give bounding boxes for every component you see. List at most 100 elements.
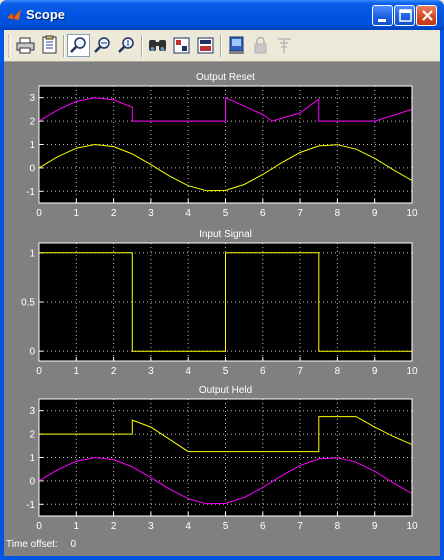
y-tick-label: 1 [29, 140, 35, 151]
x-tick-label: 7 [297, 366, 303, 377]
autoscale-button[interactable] [146, 34, 169, 57]
x-tick-label: 8 [335, 521, 341, 532]
y-tick-label: 0 [29, 476, 35, 487]
x-tick-label: 10 [406, 521, 418, 532]
y-tick-label: 3 [29, 406, 35, 417]
x-tick-label: 8 [335, 208, 341, 219]
x-tick-label: 7 [297, 521, 303, 532]
x-tick-label: 1 [74, 208, 80, 219]
save-axes-icon [173, 37, 190, 54]
x-tick-label: 3 [148, 366, 154, 377]
x-tick-label: 4 [185, 521, 191, 532]
plot-title: Input Signal [199, 229, 252, 240]
x-tick-label: 9 [372, 521, 378, 532]
x-tick-label: 2 [111, 521, 117, 532]
series-line-1 [39, 416, 413, 453]
y-tick-label: 3 [29, 93, 35, 104]
plot-title: Output Held [199, 385, 252, 396]
lock-axes-button[interactable] [249, 34, 272, 57]
title-bar[interactable]: Scope [0, 0, 444, 30]
window-title: Scope [26, 7, 66, 22]
x-tick-label: 1 [74, 521, 80, 532]
series-line-2 [38, 456, 413, 505]
toolbar-grip[interactable] [8, 35, 11, 57]
y-tick-label: -1 [26, 500, 35, 511]
time-offset-label: Time offset: [6, 539, 58, 550]
plot-frame [38, 398, 413, 517]
lock-icon [254, 36, 267, 54]
x-tick-label: 7 [297, 208, 303, 219]
x-tick-label: 1 [74, 366, 80, 377]
series-line-1 [38, 96, 413, 122]
x-tick-label: 10 [406, 366, 418, 377]
x-tick-label: 0 [36, 208, 42, 219]
x-tick-label: 5 [223, 208, 229, 219]
time-offset-value: 0 [70, 539, 77, 550]
y-tick-label: 0 [29, 347, 35, 358]
x-tick-label: 5 [223, 521, 229, 532]
binoculars-icon [149, 40, 166, 51]
y-tick-label: 0.5 [21, 298, 35, 309]
x-tick-label: 4 [185, 366, 191, 377]
zoom-y-button[interactable] [115, 34, 138, 57]
scope-client-area: Output Reset 0 1 2 3 4 5 6 7 8 9 10 -1 0 1 2 3 Input Sign… [4, 30, 440, 556]
y-tick-label: -1 [26, 187, 35, 198]
series-line-1 [39, 252, 412, 352]
x-tick-label: 3 [148, 208, 154, 219]
x-tick-label: 0 [36, 366, 42, 377]
toolbar-separator [63, 35, 65, 57]
magnifier-icon [70, 37, 86, 53]
parameters-button[interactable] [38, 34, 61, 57]
status-bar: Time offset: 0 [6, 539, 76, 550]
x-tick-label: 8 [335, 366, 341, 377]
y-tick-label: 0 [29, 163, 35, 174]
minimize-button[interactable] [372, 5, 393, 26]
zoom-x-icon [94, 37, 110, 53]
x-tick-label: 6 [260, 366, 266, 377]
signal-selection-icon [278, 38, 291, 53]
plot-frame [38, 85, 413, 204]
minimize-icon [378, 19, 386, 22]
zoom-x-button[interactable] [91, 34, 114, 57]
x-tick-label: 0 [36, 521, 42, 532]
toolbar-separator [141, 35, 143, 57]
signal-selection-button[interactable] [273, 34, 296, 57]
x-tick-label: 5 [223, 366, 229, 377]
maximize-icon [399, 9, 412, 22]
x-tick-label: 2 [111, 366, 117, 377]
save-axes-button[interactable] [170, 34, 193, 57]
restore-axes-icon [197, 37, 214, 54]
x-tick-label: 4 [185, 208, 191, 219]
x-tick-label: 10 [406, 208, 418, 219]
plot-frame [38, 242, 413, 362]
parameters-icon [42, 35, 57, 54]
maximize-button[interactable] [394, 5, 415, 26]
matlab-icon [7, 9, 21, 21]
x-tick-label: 3 [148, 521, 154, 532]
print-button[interactable] [14, 34, 37, 57]
series-line-2 [38, 143, 413, 192]
plot-area-3[interactable] [39, 399, 412, 516]
floating-scope-icon [229, 36, 244, 54]
y-tick-label: 2 [29, 117, 35, 128]
close-button[interactable] [416, 5, 437, 26]
restore-axes-button[interactable] [194, 34, 217, 57]
close-icon [422, 10, 433, 21]
x-tick-label: 9 [372, 208, 378, 219]
y-tick-label: 1 [29, 248, 35, 259]
printer-icon [16, 37, 35, 54]
zoom-button[interactable] [67, 34, 90, 57]
toolbar [4, 30, 440, 62]
y-tick-label: 1 [29, 453, 35, 464]
x-tick-label: 2 [111, 208, 117, 219]
zoom-y-icon [118, 37, 134, 53]
toolbar-separator [220, 35, 222, 57]
y-tick-label: 2 [29, 430, 35, 441]
floating-scope-button[interactable] [225, 34, 248, 57]
x-tick-label: 6 [260, 208, 266, 219]
x-tick-label: 6 [260, 521, 266, 532]
x-tick-label: 9 [372, 366, 378, 377]
plot-title: Output Reset [196, 72, 255, 83]
